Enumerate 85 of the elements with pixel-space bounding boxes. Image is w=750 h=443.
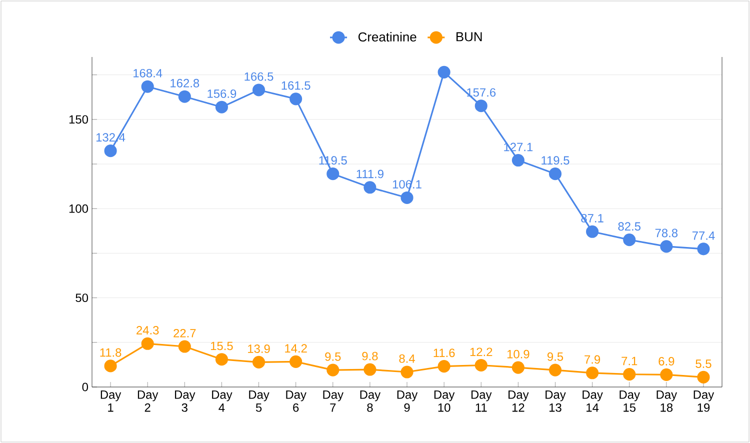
data-label: 12.2 (470, 348, 492, 356)
data-label: 82.5 (618, 222, 640, 231)
data-label: 11.6 (434, 348, 455, 358)
point (252, 84, 266, 96)
point (104, 144, 117, 158)
point (660, 240, 673, 253)
x-tick-label: Day 13 (546, 390, 566, 412)
x-tick-label: Day 4 (212, 390, 232, 412)
data-label: 7.9 (584, 355, 600, 364)
data-label: 161.5 (282, 81, 310, 90)
point (697, 370, 710, 384)
point (660, 368, 673, 381)
data-label: 7.1 (622, 356, 638, 366)
point (400, 191, 414, 204)
point (290, 92, 302, 106)
x-tick-label: Day 2 (138, 390, 158, 412)
point (548, 364, 562, 376)
data-label: 5.5 (696, 360, 712, 368)
data-label: 9.8 (362, 352, 378, 360)
x-tick-label: Day 9 (397, 390, 418, 412)
data-label: 119.5 (542, 156, 570, 165)
point (252, 356, 266, 368)
data-label: 10.9 (507, 350, 530, 358)
point (104, 360, 117, 372)
data-label: 6.9 (658, 357, 674, 366)
data-label: 15.5 (210, 342, 233, 350)
x-tick-label: Day 3 (175, 390, 196, 412)
data-label: 156.9 (208, 89, 236, 98)
data-label: 166.5 (244, 72, 274, 81)
point (364, 181, 376, 194)
point (215, 353, 228, 366)
legend-label: BUN (456, 32, 482, 42)
point (326, 168, 340, 180)
point (623, 234, 636, 246)
x-tick-label: Day 15 (620, 390, 640, 412)
x-tick-label: Day 11 (471, 390, 492, 412)
data-label: 9.5 (547, 352, 564, 361)
x-tick-label: Day 14 (582, 390, 603, 412)
point (326, 364, 340, 376)
data-label: 162.8 (170, 78, 200, 88)
data-label: 77.4 (692, 232, 715, 240)
x-tick-label: Day 8 (360, 390, 381, 412)
point (141, 80, 154, 93)
point (512, 361, 524, 374)
x-tick-label: Day 5 (249, 390, 270, 412)
point (178, 90, 191, 103)
legend-label: Creatinine (358, 32, 416, 42)
point (586, 225, 599, 238)
x-tick-label: Day 12 (508, 390, 529, 412)
point (438, 360, 450, 373)
data-label: 13.9 (248, 344, 270, 353)
y-tick-label: 0 (82, 382, 88, 392)
point (623, 368, 636, 381)
point (548, 168, 562, 180)
y-tick-label: 100 (69, 204, 88, 213)
point (178, 340, 191, 353)
x-tick-label: Day 7 (323, 390, 344, 412)
data-label: 11.8 (100, 348, 122, 357)
data-label: 8.4 (399, 354, 415, 363)
point (141, 337, 154, 350)
point (474, 100, 488, 112)
point (512, 154, 524, 167)
data-label: 111.9 (356, 170, 384, 178)
data-label: 9.5 (325, 352, 341, 361)
x-tick-label: Day 10 (434, 390, 455, 412)
point (215, 100, 228, 114)
point (586, 366, 599, 380)
point (364, 363, 376, 376)
data-label: 24.3 (136, 326, 159, 334)
data-label: 157.6 (467, 88, 496, 97)
y-tick-label: 150 (69, 115, 88, 124)
data-label: 22.7 (174, 328, 196, 338)
x-tick-label: Day 1 (100, 390, 122, 412)
data-label: 168.4 (134, 68, 162, 78)
x-tick-label: Day 18 (656, 390, 678, 412)
point (474, 358, 488, 372)
point (290, 355, 302, 368)
point (400, 366, 414, 378)
point (697, 242, 710, 256)
y-tick-label: 50 (76, 294, 88, 302)
data-label: 14.2 (285, 344, 307, 352)
point (438, 66, 450, 78)
x-tick-label: Day 19 (694, 390, 714, 412)
x-tick-label: Day 6 (286, 390, 306, 412)
data-label: 78.8 (655, 228, 678, 238)
